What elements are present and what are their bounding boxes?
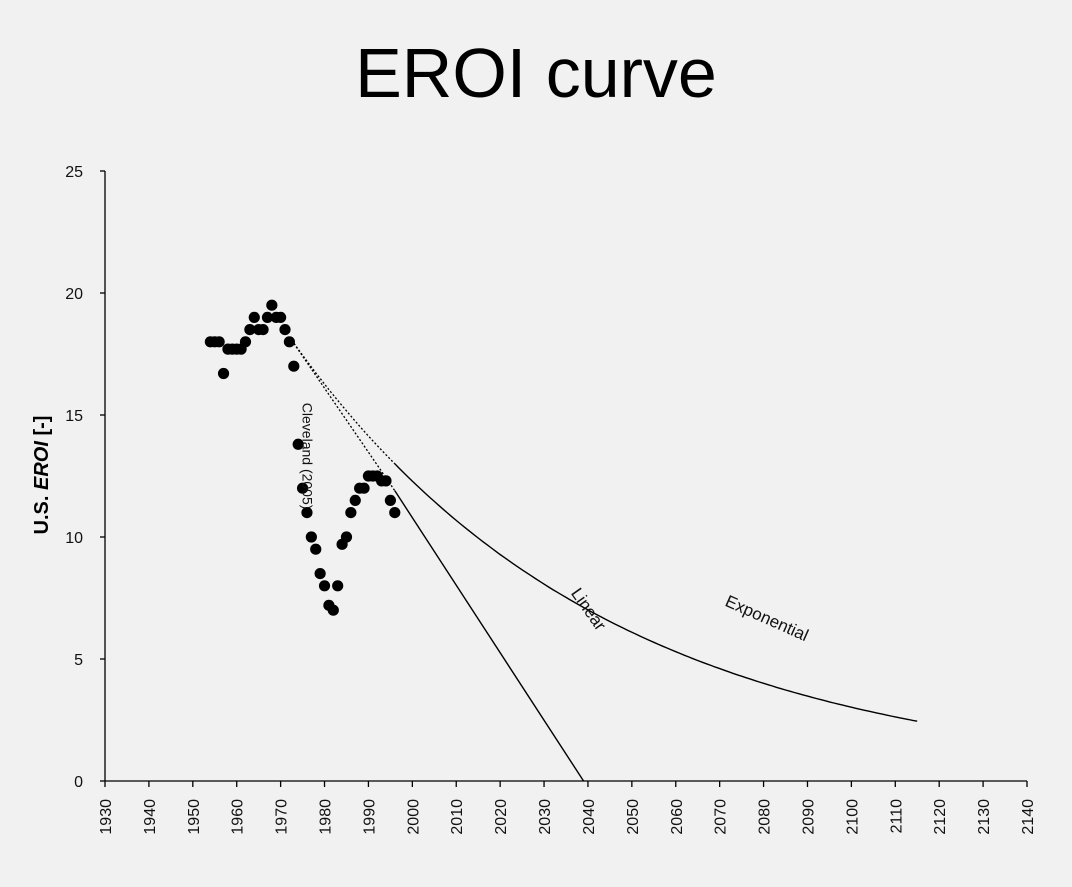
ylabel-prefix: U.S. — [31, 490, 53, 534]
annotation-label: Exponential — [722, 592, 811, 645]
x-tick-label: 2080 — [757, 799, 774, 835]
x-tick-label: 2120 — [932, 799, 949, 835]
annotations: Cleveland (2005) Linear Exponential — [300, 403, 812, 645]
trend-lines — [288, 336, 918, 782]
data-point — [213, 336, 225, 348]
ylabel-italic: EROI — [31, 441, 53, 490]
data-point — [292, 438, 304, 450]
exponential-trend-line — [394, 463, 918, 722]
data-point — [340, 531, 353, 543]
data-point — [244, 324, 256, 336]
x-tick-label: 2100 — [844, 799, 861, 835]
x-tick-label: 1930 — [98, 799, 115, 835]
y-tick-label: 0 — [74, 774, 83, 791]
linear-dashed-segment — [288, 336, 396, 492]
x-tick-label: 2070 — [713, 799, 730, 835]
data-point — [318, 580, 331, 592]
data-point — [358, 482, 370, 494]
data-point — [275, 311, 287, 323]
y-axis-label: U.S. EROI [-] — [31, 416, 53, 535]
x-tick-label: 2020 — [493, 799, 510, 835]
data-point — [327, 604, 339, 616]
ylabel-suffix: [-] — [31, 416, 53, 442]
x-tick-label: 2050 — [625, 799, 642, 835]
data-point — [239, 336, 252, 348]
annotation-label: Cleveland (2005) — [300, 403, 316, 510]
x-tick-label: 1970 — [274, 799, 291, 835]
data-point — [305, 531, 317, 543]
x-tick-label: 2130 — [976, 799, 993, 835]
data-point — [248, 311, 260, 323]
data-point — [279, 324, 291, 336]
x-tick-label: 1960 — [230, 799, 247, 835]
data-point — [301, 506, 313, 519]
x-tick-label: 2090 — [800, 799, 817, 835]
x-tick-label: 2000 — [405, 799, 422, 835]
data-point — [332, 580, 344, 592]
x-tick-label: 1940 — [142, 799, 159, 835]
data-point — [257, 324, 269, 336]
y-tick-label: 10 — [65, 530, 83, 547]
exponential-dashed-segment — [288, 336, 396, 465]
data-point — [217, 367, 230, 380]
data-point — [261, 311, 274, 323]
axes: 0 5 10 15 20 25 1930 1940 1950 1960 1970 1980 1990 20… — [65, 164, 1037, 835]
x-tick-label: 2040 — [581, 799, 598, 835]
data-point — [389, 506, 401, 519]
data-points — [204, 299, 401, 616]
data-point — [384, 494, 396, 506]
y-tick-label: 25 — [65, 164, 83, 181]
x-tick-label: 2140 — [1020, 799, 1037, 835]
data-point — [349, 494, 361, 506]
x-tick-label: 2110 — [888, 799, 905, 834]
annotation-label: Linear — [567, 585, 610, 635]
data-point — [314, 568, 326, 580]
x-tick-label: 1990 — [361, 799, 378, 835]
data-point — [296, 482, 309, 494]
data-point — [283, 336, 295, 348]
x-tick-label: 1950 — [186, 799, 203, 835]
data-point — [380, 475, 392, 487]
linear-trend-line — [394, 490, 585, 782]
data-point — [266, 299, 278, 311]
y-tick-label: 20 — [65, 286, 83, 303]
data-point — [310, 543, 322, 555]
y-tick-label: 5 — [74, 652, 83, 669]
x-tick-label: 2060 — [669, 799, 686, 835]
data-point — [288, 360, 300, 372]
chart-title: EROI curve — [355, 34, 717, 112]
x-tick-label: 1980 — [318, 799, 335, 835]
x-tick-label: 2010 — [449, 799, 466, 835]
data-point — [345, 506, 357, 519]
x-tick-label: 2030 — [537, 799, 554, 835]
y-tick-label: 15 — [65, 408, 83, 425]
